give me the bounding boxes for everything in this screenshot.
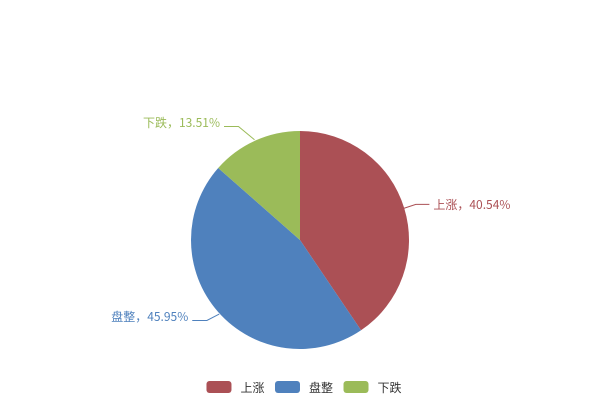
svg-text:下跌: 下跌 bbox=[378, 379, 402, 396]
svg-text:上涨: 上涨 bbox=[240, 379, 264, 396]
svg-text:盘整: 盘整 bbox=[309, 379, 333, 396]
svg-text:上涨，40.54%: 上涨，40.54% bbox=[433, 196, 510, 213]
svg-text:下跌，13.51%: 下跌，13.51% bbox=[143, 114, 220, 131]
svg-text:盘整，45.95%: 盘整，45.95% bbox=[111, 308, 188, 325]
